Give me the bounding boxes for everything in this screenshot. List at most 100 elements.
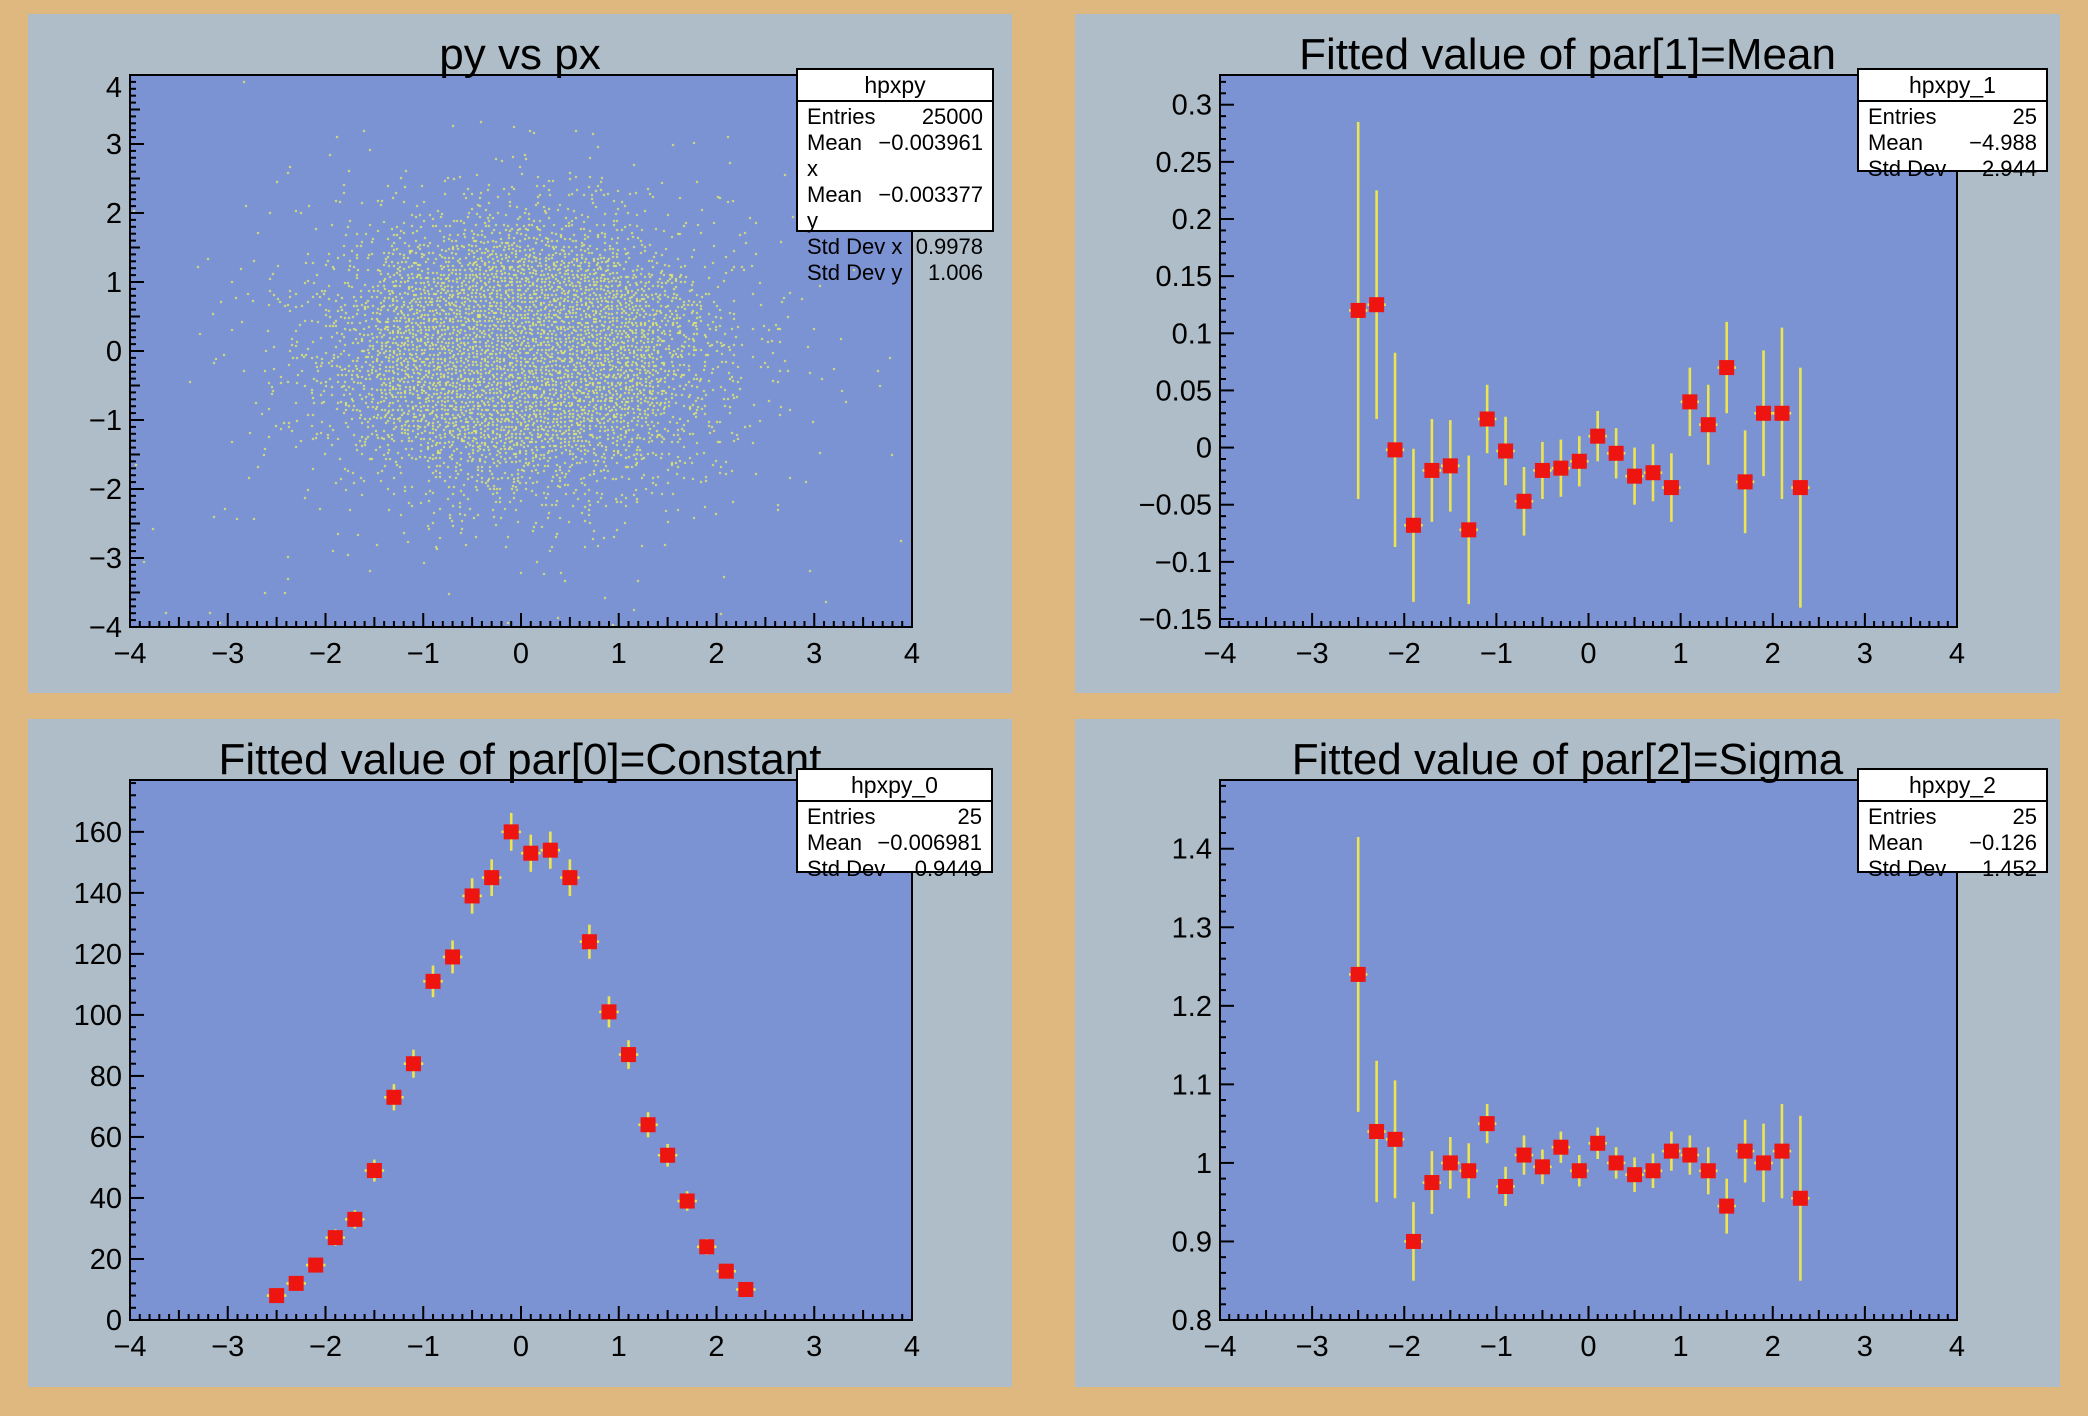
stats-row: Entries 25000 (798, 104, 992, 130)
x-tick-label: 1 (611, 1331, 627, 1363)
x-tick-label: −2 (309, 1331, 342, 1363)
stats-label: Std Dev x (807, 234, 903, 259)
data-point-marker (1700, 417, 1716, 433)
data-point-marker (386, 1089, 402, 1105)
data-point-marker (1387, 1131, 1403, 1147)
x-tick-label: 4 (1949, 638, 1965, 670)
stats-value: 2.944 (1981, 156, 2037, 181)
x-tick-label: 0 (513, 1331, 529, 1363)
data-point-marker (1792, 480, 1808, 496)
y-tick-label: 140 (74, 878, 122, 910)
stats-row: Std Dev 1.452 (1859, 856, 2046, 882)
x-tick-label: 4 (904, 1331, 920, 1363)
y-tick-label: 0.25 (1156, 147, 1212, 179)
frame-border (129, 779, 913, 1321)
stats-row: Std Dev x 0.9978 (798, 234, 992, 260)
data-point-marker (1774, 1143, 1790, 1159)
stats-box-title: hpxpy (798, 70, 992, 102)
data-point-marker (366, 1163, 382, 1179)
data-point-marker (1627, 1167, 1643, 1183)
data-point-marker (1756, 405, 1772, 421)
plot-frame (130, 780, 912, 1320)
data-point-marker (1498, 1178, 1514, 1194)
y-tick-label: 0.3 (1172, 90, 1212, 122)
data-point-marker (1719, 1198, 1735, 1214)
data-point-marker (1461, 522, 1477, 538)
x-tick-label: −4 (113, 1331, 146, 1363)
x-tick-label: 2 (708, 1331, 724, 1363)
x-tick-label: −2 (1388, 1331, 1421, 1363)
data-point-marker (699, 1239, 715, 1255)
data-point-marker (1756, 1155, 1772, 1171)
data-point-marker (1516, 493, 1532, 509)
stats-label: Entries (807, 804, 876, 829)
data-point-marker (581, 934, 597, 950)
axis-labels: −4 −3 −2 −1 0 1 2 3 4 0.8 0.9 1 1.1 1.2 1.3 1.4 (1172, 834, 1965, 1363)
x-tick-label: −3 (211, 1331, 244, 1363)
y-tick-label: 0.15 (1156, 261, 1212, 293)
x-tick-label: −4 (1203, 1331, 1236, 1363)
stats-row: Mean −0.126 (1859, 830, 2046, 856)
data-point-marker (1682, 394, 1698, 410)
stats-value: 0.9449 (914, 856, 982, 881)
data-point-marker (1534, 462, 1550, 478)
stats-label: Mean x (807, 130, 863, 181)
x-tick-label: 2 (1765, 638, 1781, 670)
axis-ticks (1219, 80, 1958, 627)
data-point-marker (1608, 1155, 1624, 1171)
pad-fitted-constant: −4 −3 −2 −1 0 1 2 3 4 0 20 40 60 80 100 120 140 160 Fitte… (28, 719, 1012, 1387)
data-point-marker (1553, 460, 1569, 476)
stats-value: 25000 (921, 104, 983, 129)
data-point-marker (1442, 458, 1458, 474)
y-tick-label: 3 (106, 129, 122, 161)
data-point-marker (1534, 1159, 1550, 1175)
stats-row: Std Dev 2.944 (1859, 156, 2046, 182)
data-point-marker (1369, 297, 1385, 313)
data-point-marker (484, 870, 500, 886)
x-tick-label: −1 (407, 1331, 440, 1363)
pad-fitted-sigma: −4 −3 −2 −1 0 1 2 3 4 0.8 0.9 1 1.1 1.2 1.3 1.4 Fitted … (1075, 719, 2060, 1387)
y-tick-label: 4 (106, 72, 122, 104)
stats-row: Entries 25 (1859, 104, 2046, 130)
y-tick-label: −0.15 (1139, 604, 1212, 636)
data-point-marker (1498, 443, 1514, 459)
plot-area: −4 −3 −2 −1 0 1 2 3 4 0.8 0.9 1 1.1 1.2 1.3 1.4 (1172, 779, 1965, 1363)
y-tick-label: 0.1 (1172, 318, 1212, 350)
y-tick-label: 100 (74, 1000, 122, 1032)
data-point-marker (1608, 445, 1624, 461)
stats-label: Std Dev y (807, 260, 903, 285)
stats-value: −0.003377 (878, 182, 983, 207)
data-point-marker (1516, 1147, 1532, 1163)
stats-box: hpxpy_1 Entries 25 Mean −4.988 Std Dev 2.944 (1857, 68, 2048, 181)
data-series (1348, 121, 1810, 608)
data-point-marker (1479, 411, 1495, 427)
y-tick-label: 120 (74, 939, 122, 971)
data-point-marker (1645, 1163, 1661, 1179)
x-tick-label: −3 (1296, 638, 1329, 670)
data-point-marker (1479, 1116, 1495, 1132)
data-point-marker (1663, 1143, 1679, 1159)
x-tick-label: 4 (1949, 1331, 1965, 1363)
y-tick-label: 0.2 (1172, 204, 1212, 236)
data-point-marker (445, 949, 461, 965)
y-tick-label: 40 (90, 1183, 122, 1215)
x-tick-label: 0 (1580, 1331, 1596, 1363)
x-tick-label: −1 (1480, 638, 1513, 670)
data-point-marker (562, 870, 578, 886)
data-point-marker (347, 1211, 363, 1227)
y-tick-label: 1 (1196, 1148, 1212, 1180)
stats-value: 0.9978 (915, 234, 983, 259)
x-tick-label: −3 (211, 638, 244, 670)
pad-py-vs-px: −4 −3 −2 −1 0 1 2 3 4 −4 −3 −2 −1 0 1 2 3 4 py vs px hpxp… (28, 14, 1012, 693)
pad-fitted-mean: −4 −3 −2 −1 0 1 2 3 4 −0.15 −0.1 −0.05 0 0.05 0.1 0.15 0… (1075, 14, 2060, 693)
stats-box: hpxpy Entries 25000 Mean x −0.003961 Mean y −… (796, 68, 994, 285)
x-tick-label: −4 (1203, 638, 1236, 670)
x-tick-label: 0 (513, 638, 529, 670)
stats-label: Mean y (807, 182, 863, 233)
stats-row: Mean −4.988 (1859, 130, 2046, 156)
data-point-marker (1424, 1175, 1440, 1191)
pad-title: Fitted value of par[2]=Sigma (1291, 735, 1844, 784)
stats-value: 25 (957, 804, 982, 829)
scatter-cloud (130, 75, 912, 627)
x-tick-label: 2 (1765, 1331, 1781, 1363)
